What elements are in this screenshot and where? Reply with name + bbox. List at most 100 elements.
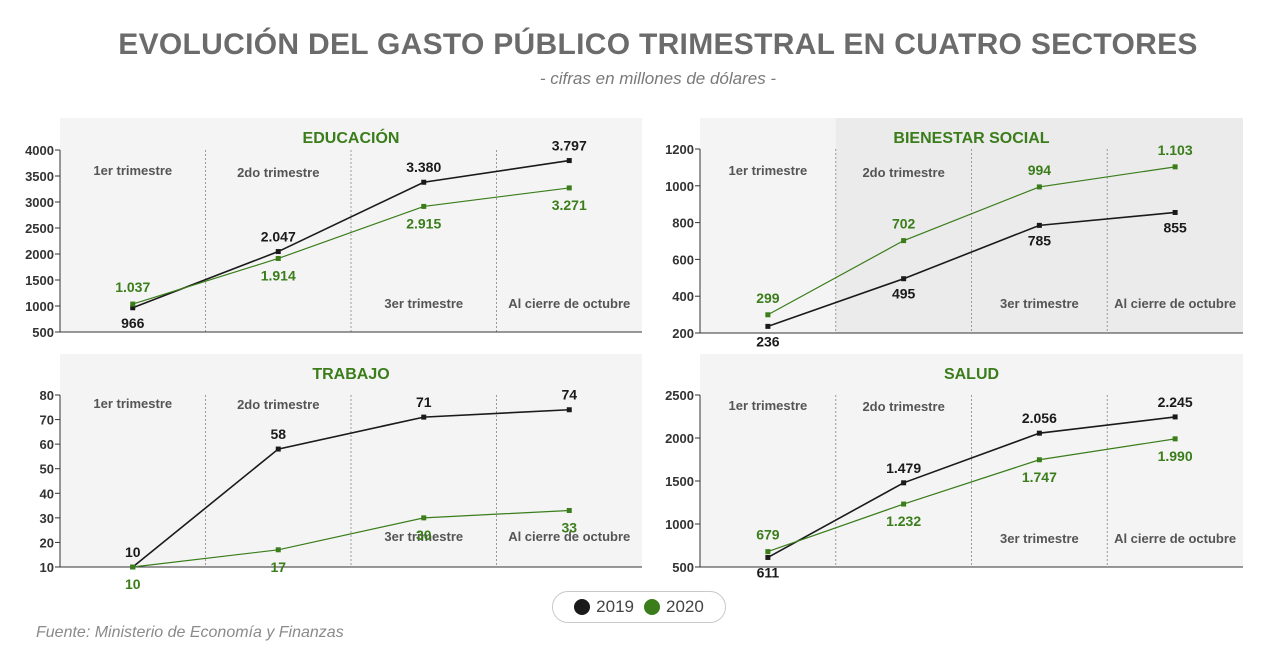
data-point-2020 bbox=[765, 549, 771, 555]
legend-dot-2019 bbox=[574, 599, 591, 615]
column-label: Al cierre de octubre bbox=[508, 529, 630, 544]
data-label-2019: 3.380 bbox=[406, 159, 441, 175]
y-tick-label: 40 bbox=[40, 486, 54, 501]
column-label: 2do trimestre bbox=[237, 397, 319, 412]
series-line-2020 bbox=[132, 187, 570, 305]
data-label-2020: 1.037 bbox=[115, 279, 150, 295]
data-point-2019 bbox=[275, 249, 281, 255]
data-label-2020: 1.747 bbox=[1022, 469, 1057, 485]
data-point-2020 bbox=[1172, 164, 1178, 170]
data-label-2019: 785 bbox=[1028, 232, 1052, 248]
data-point-2020 bbox=[1036, 184, 1042, 190]
series-line-2019 bbox=[767, 211, 1176, 328]
data-point-2019 bbox=[1036, 430, 1042, 436]
panel-title-educacion: EDUCACIÓN bbox=[303, 128, 400, 147]
y-tick-label: 400 bbox=[672, 289, 694, 304]
y-tick-label: 30 bbox=[40, 511, 54, 526]
series-line-2019 bbox=[132, 408, 570, 568]
data-label-2019: 236 bbox=[756, 333, 780, 349]
data-label-2020: 1.232 bbox=[886, 513, 921, 529]
y-tick-label: 1000 bbox=[665, 517, 694, 532]
y-tick-label: 500 bbox=[32, 325, 54, 340]
legend-item-2020: 2020 bbox=[644, 597, 704, 617]
data-point-2020 bbox=[901, 238, 907, 244]
data-label-2020: 30 bbox=[416, 527, 432, 543]
column-label: Al cierre de octubre bbox=[1114, 296, 1236, 311]
y-tick-label: 70 bbox=[40, 413, 54, 428]
series-line-2019 bbox=[132, 159, 570, 309]
data-point-2019 bbox=[765, 554, 771, 560]
y-tick-label: 1000 bbox=[665, 179, 694, 194]
data-point-2019 bbox=[130, 305, 136, 311]
series-line-2020 bbox=[132, 509, 570, 568]
data-label-2020: 3.271 bbox=[552, 197, 587, 213]
data-label-2020: 1.914 bbox=[261, 267, 296, 283]
data-label-2019: 611 bbox=[757, 564, 780, 580]
data-label-2019: 2.047 bbox=[261, 229, 296, 245]
column-label: 1er trimestre bbox=[728, 163, 807, 178]
y-tick-label: 2000 bbox=[25, 247, 54, 262]
y-tick-label: 3000 bbox=[25, 195, 54, 210]
y-tick-label: 1500 bbox=[25, 273, 54, 288]
data-label-2019: 495 bbox=[892, 286, 916, 302]
y-tick-label: 4000 bbox=[25, 143, 54, 158]
column-label: 2do trimestre bbox=[237, 165, 319, 180]
y-tick-label: 1000 bbox=[25, 299, 54, 314]
data-label-2020: 994 bbox=[1028, 162, 1052, 178]
data-point-2019 bbox=[566, 407, 572, 413]
data-label-2019: 966 bbox=[121, 315, 145, 331]
data-point-2020 bbox=[130, 564, 136, 570]
data-point-2020 bbox=[566, 507, 572, 513]
data-point-2019 bbox=[1036, 222, 1042, 228]
column-label: 2do trimestre bbox=[862, 399, 944, 414]
data-point-2019 bbox=[1172, 414, 1178, 420]
legend-dot-2020 bbox=[644, 599, 660, 615]
column-label: 3er trimestre bbox=[384, 296, 463, 311]
legend-label-2019: 2019 bbox=[596, 597, 634, 616]
data-point-2019 bbox=[901, 480, 907, 486]
panel-title-trabajo: TRABAJO bbox=[312, 366, 389, 383]
column-label: 1er trimestre bbox=[93, 163, 172, 178]
data-label-2019: 2.245 bbox=[1158, 394, 1193, 410]
data-label-2020: 702 bbox=[892, 216, 916, 232]
column-label: 3er trimestre bbox=[384, 529, 463, 544]
data-point-2020 bbox=[765, 312, 771, 318]
data-point-2019 bbox=[421, 414, 427, 420]
y-tick-label: 1500 bbox=[665, 474, 694, 489]
data-point-2020 bbox=[421, 515, 427, 521]
y-tick-label: 2500 bbox=[25, 221, 54, 236]
data-label-2019: 855 bbox=[1163, 219, 1187, 235]
y-tick-label: 10 bbox=[40, 560, 54, 575]
page-subtitle: - cifras en millones de dólares - bbox=[539, 69, 777, 88]
y-tick-label: 2500 bbox=[665, 388, 694, 403]
series-line-2019 bbox=[767, 416, 1176, 559]
column-label: Al cierre de octubre bbox=[1114, 531, 1236, 546]
data-point-2020 bbox=[130, 301, 136, 307]
y-tick-label: 80 bbox=[40, 388, 54, 403]
data-label-2019: 2.056 bbox=[1022, 410, 1057, 426]
y-tick-label: 20 bbox=[40, 535, 54, 550]
data-label-2019: 3.797 bbox=[552, 138, 587, 154]
y-tick-label: 1200 bbox=[665, 142, 694, 157]
data-label-2019: 71 bbox=[416, 394, 432, 410]
y-tick-label: 200 bbox=[672, 326, 694, 341]
data-point-2019 bbox=[421, 179, 427, 185]
data-label-2019: 58 bbox=[270, 426, 286, 442]
data-label-2019: 10 bbox=[125, 544, 141, 560]
y-tick-label: 600 bbox=[672, 252, 694, 267]
y-tick-label: 500 bbox=[672, 560, 694, 575]
data-point-2020 bbox=[421, 203, 427, 209]
data-label-2019: 1.479 bbox=[886, 460, 921, 476]
y-tick-label: 60 bbox=[40, 437, 54, 452]
data-point-2020 bbox=[1172, 436, 1178, 442]
data-point-2019 bbox=[1172, 209, 1178, 215]
column-label: 2do trimestre bbox=[862, 165, 944, 180]
y-tick-label: 2000 bbox=[665, 431, 694, 446]
data-point-2019 bbox=[901, 276, 907, 282]
data-point-2020 bbox=[275, 547, 281, 553]
column-label: 3er trimestre bbox=[1000, 296, 1079, 311]
data-label-2019: 74 bbox=[561, 387, 577, 403]
page-title: EVOLUCIÓN DEL GASTO PÚBLICO TRIMESTRAL E… bbox=[118, 28, 1198, 61]
legend: 2019 2020 bbox=[552, 591, 726, 623]
data-point-2020 bbox=[901, 501, 907, 507]
